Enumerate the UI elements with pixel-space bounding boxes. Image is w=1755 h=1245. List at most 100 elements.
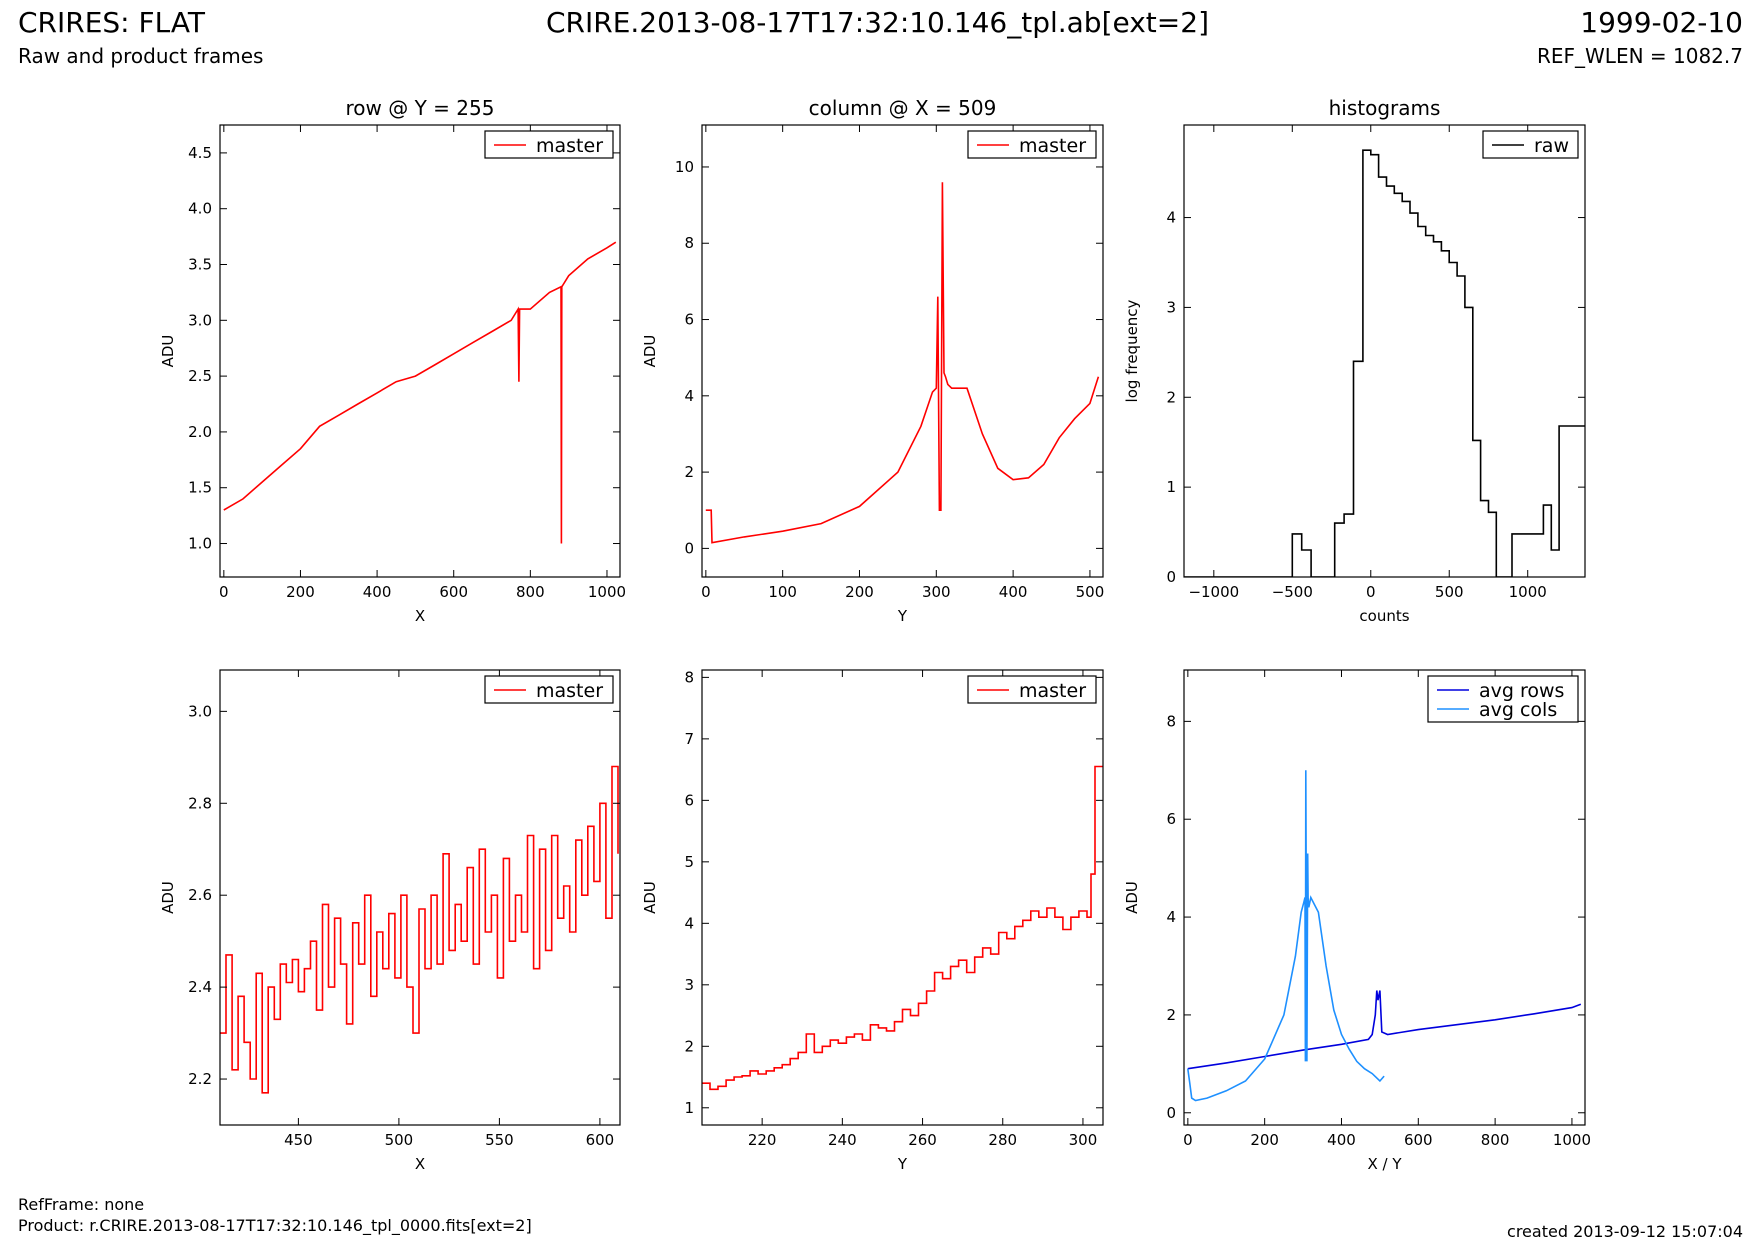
- plot-frame: [219, 124, 621, 578]
- y-tick-label: 3: [1166, 298, 1176, 316]
- x-tick-label: 0: [219, 583, 229, 601]
- x-tick-label: 0: [701, 583, 711, 601]
- y-tick-label: 1.0: [188, 535, 212, 553]
- series-line-master: [702, 765, 1103, 1091]
- legend-label: master: [536, 135, 603, 157]
- y-tick-label: 8: [684, 668, 694, 686]
- series-line-avg-cols: [1187, 770, 1385, 1102]
- x-tick-label: 550: [485, 1131, 514, 1149]
- y-tick-label: 1: [684, 1099, 694, 1117]
- y-tick-label: 4: [684, 387, 694, 405]
- y-tick-label: 2.8: [188, 794, 212, 812]
- y-tick-label: 6: [684, 311, 694, 329]
- y-tick-label: 2.6: [188, 886, 212, 904]
- x-tick-label: 600: [439, 583, 468, 601]
- x-tick-label: 200: [286, 583, 315, 601]
- x-axis-label: Y: [897, 1155, 908, 1173]
- x-tick-label: 500: [1076, 583, 1105, 601]
- file-name: CRIRE.2013-08-17T17:32:10.146_tpl.ab[ext…: [545, 6, 1209, 39]
- chart-title: column @ X = 509: [809, 96, 997, 120]
- plot-frame: [701, 124, 1104, 578]
- figure-title: CRIRES: FLAT: [18, 6, 205, 39]
- x-tick-label: 1000: [1509, 583, 1547, 601]
- x-tick-label: −500: [1272, 583, 1313, 601]
- series-line-raw: [1184, 149, 1585, 577]
- chart-title: row @ Y = 255: [346, 96, 495, 120]
- y-tick-label: 1: [1166, 478, 1176, 496]
- chart-panel-3: −1000 −500 0 500 1000 0 1 2 3 4 histograms counts lo…: [1123, 96, 1586, 625]
- x-tick-label: 0: [1366, 583, 1376, 601]
- x-tick-label: 400: [363, 583, 392, 601]
- y-tick-label: 8: [684, 234, 694, 252]
- legend-label: master: [1019, 680, 1086, 702]
- y-tick-label: 10: [675, 158, 694, 176]
- plot-frame: [1183, 669, 1586, 1126]
- figure-subtitle: Raw and product frames: [18, 44, 264, 68]
- x-tick-label: 220: [748, 1131, 777, 1149]
- y-tick-label: 0: [1166, 1104, 1176, 1122]
- x-tick-label: 600: [586, 1131, 615, 1149]
- series-line-master: [705, 182, 1100, 544]
- x-tick-label: 450: [284, 1131, 313, 1149]
- y-tick-label: 6: [1166, 810, 1176, 828]
- y-tick-label: 7: [684, 730, 694, 748]
- y-tick-label: 2: [1166, 1006, 1176, 1024]
- y-tick-label: 0: [1166, 568, 1176, 586]
- x-axis-label: Y: [897, 607, 908, 625]
- x-tick-label: 400: [999, 583, 1028, 601]
- x-tick-label: 1000: [588, 583, 626, 601]
- y-tick-label: 8: [1166, 712, 1176, 730]
- x-tick-label: 400: [1327, 1131, 1356, 1149]
- x-axis-label: X: [415, 607, 425, 625]
- legend: master: [967, 675, 1097, 704]
- x-tick-label: 300: [1069, 1131, 1098, 1149]
- x-tick-label: 240: [828, 1131, 857, 1149]
- legend-label: raw: [1534, 135, 1569, 157]
- observation-date: 1999-02-10: [1580, 6, 1743, 39]
- x-tick-label: 200: [845, 583, 874, 601]
- legend: master: [484, 130, 614, 159]
- x-tick-label: 800: [516, 583, 545, 601]
- chart-panel-6: 0 200 400 600 800 1000 0 2 4 6 8 X / Y ADU avg rowsav…: [1123, 669, 1591, 1173]
- chart-panel-4: 450 500 550 600 2.2 2.4 2.6 2.8 3.0 X ADU master: [159, 669, 621, 1173]
- footer-product: Product: r.CRIRE.2013-08-17T17:32:10.146…: [18, 1216, 532, 1235]
- y-tick-label: 5: [684, 853, 694, 871]
- y-tick-label: 3.0: [188, 311, 212, 329]
- chart-panel-5: 220 240 260 280 300 1 2 3 4 5 6 7 8 Y ADU master: [641, 668, 1104, 1173]
- y-tick-label: 2.4: [188, 978, 212, 996]
- y-tick-label: 4: [684, 914, 694, 932]
- x-tick-label: 280: [988, 1131, 1017, 1149]
- legend-box: [1427, 675, 1579, 723]
- y-tick-label: 2.2: [188, 1070, 212, 1088]
- plot-frame: [219, 669, 621, 1126]
- plot-frame: [701, 669, 1104, 1126]
- y-tick-label: 2: [684, 463, 694, 481]
- x-tick-label: 300: [922, 583, 951, 601]
- legend-label: avg cols: [1479, 699, 1557, 721]
- y-tick-label: 6: [684, 791, 694, 809]
- y-tick-label: 3.0: [188, 702, 212, 720]
- y-tick-label: 4.5: [188, 144, 212, 162]
- y-tick-label: 0: [684, 539, 694, 557]
- y-tick-label: 1.5: [188, 479, 212, 497]
- y-tick-label: 3.5: [188, 256, 212, 274]
- legend-label: avg rows: [1479, 680, 1564, 702]
- x-tick-label: −1000: [1188, 583, 1239, 601]
- x-tick-label: 200: [1250, 1131, 1279, 1149]
- chart-panel-1: 0 200 400 600 800 1000 1.0 1.5 2.0 2.5 3.0 3.5 4.0 4.…: [159, 96, 626, 625]
- y-tick-label: 3: [684, 976, 694, 994]
- x-tick-label: 260: [908, 1131, 937, 1149]
- y-tick-label: 2.5: [188, 367, 212, 385]
- x-axis-label: X / Y: [1367, 1155, 1402, 1173]
- y-axis-label: ADU: [1123, 881, 1141, 914]
- y-axis-label: ADU: [641, 881, 659, 914]
- legend-label: master: [536, 680, 603, 702]
- footer-refframe: RefFrame: none: [18, 1195, 145, 1214]
- footer-created: created 2013-09-12 15:07:04: [1507, 1222, 1743, 1241]
- y-tick-label: 2: [1166, 388, 1176, 406]
- series-line-avg-rows: [1187, 990, 1582, 1070]
- x-tick-label: 1000: [1553, 1131, 1591, 1149]
- ref-wlen: REF_WLEN = 1082.7: [1536, 44, 1743, 68]
- plot-frame: [1183, 124, 1586, 578]
